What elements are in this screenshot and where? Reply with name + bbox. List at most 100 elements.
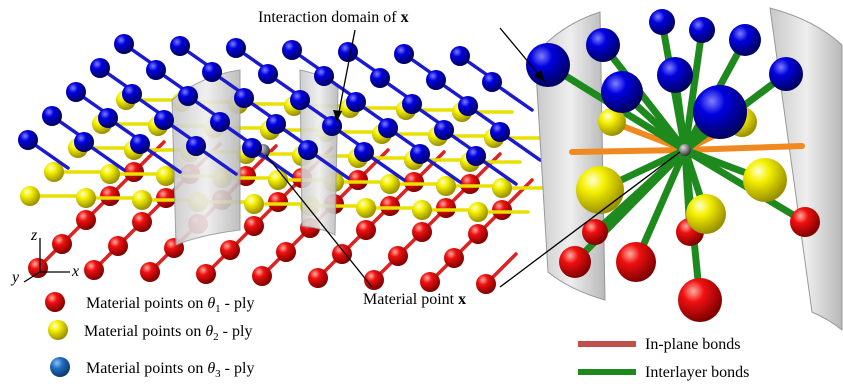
legend-suffix: - ply bbox=[223, 323, 253, 340]
material-point bbox=[450, 46, 470, 66]
legend-suffix: - ply bbox=[225, 360, 255, 377]
material-point bbox=[18, 130, 38, 150]
material-point bbox=[196, 264, 216, 284]
material-point bbox=[616, 242, 656, 282]
material-point bbox=[146, 60, 166, 80]
material-point bbox=[460, 174, 480, 194]
material-point bbox=[468, 202, 488, 222]
material-point bbox=[84, 260, 104, 280]
legend-marker bbox=[48, 320, 68, 340]
annotation: Interaction domain of x bbox=[258, 9, 409, 26]
material-point bbox=[314, 66, 334, 86]
material-point bbox=[140, 262, 160, 282]
legend-symbol: θ bbox=[207, 360, 215, 377]
material-point bbox=[356, 198, 376, 218]
material-point bbox=[354, 142, 374, 162]
material-point bbox=[220, 240, 240, 260]
material-point bbox=[282, 40, 302, 60]
bond bbox=[572, 150, 685, 152]
material-point bbox=[426, 70, 446, 90]
material-point bbox=[90, 58, 110, 78]
material-point bbox=[186, 136, 206, 156]
material-point bbox=[686, 194, 726, 234]
annotation-symbol: x bbox=[401, 9, 409, 26]
legend-symbol: θ bbox=[207, 295, 215, 312]
material-point bbox=[170, 36, 190, 56]
material-point bbox=[252, 266, 272, 286]
material-point bbox=[444, 248, 464, 268]
bond bbox=[685, 146, 802, 150]
legend-entry: Material points on θ2 - ply bbox=[84, 323, 252, 344]
material-point bbox=[412, 200, 432, 220]
annotation-symbol: x bbox=[458, 291, 466, 308]
material-point bbox=[154, 110, 174, 130]
material-point bbox=[559, 246, 591, 278]
page: {"annotations": { "interaction_domain": … bbox=[0, 0, 843, 387]
material-point bbox=[769, 57, 803, 91]
material-point bbox=[436, 198, 456, 218]
annotation-text: Interaction domain of bbox=[258, 9, 397, 26]
material-point bbox=[108, 236, 128, 256]
material-point bbox=[394, 44, 414, 64]
material-point bbox=[378, 118, 398, 138]
material-point bbox=[28, 258, 48, 278]
material-point bbox=[202, 62, 222, 82]
legend-suffix: - ply bbox=[225, 295, 255, 312]
material-point bbox=[476, 274, 496, 294]
material-point bbox=[526, 43, 570, 87]
material-point bbox=[346, 92, 366, 112]
material-point bbox=[466, 146, 486, 166]
material-point bbox=[468, 224, 488, 244]
material-point bbox=[66, 82, 86, 102]
axis-label: z bbox=[30, 227, 38, 244]
zoom-view bbox=[526, 8, 842, 330]
material-point bbox=[42, 106, 62, 126]
material-point bbox=[689, 17, 715, 43]
material-point bbox=[132, 212, 152, 232]
material-point bbox=[298, 140, 318, 160]
material-point bbox=[492, 200, 512, 220]
material-point bbox=[242, 138, 262, 158]
material-point bbox=[114, 34, 134, 54]
legend-symbol: θ bbox=[205, 323, 213, 340]
material-point bbox=[76, 188, 96, 208]
material-point bbox=[348, 170, 368, 190]
legend-entry: Material points on θ3 - ply bbox=[86, 360, 254, 381]
material-point bbox=[130, 134, 150, 154]
material-point bbox=[244, 216, 264, 236]
material-point bbox=[124, 162, 144, 182]
legend-text: Material points on bbox=[86, 295, 203, 312]
material-point bbox=[20, 186, 40, 206]
lattice bbox=[18, 34, 552, 294]
material-point bbox=[410, 144, 430, 164]
material-point bbox=[458, 96, 478, 116]
material-point bbox=[482, 72, 502, 92]
material-point bbox=[266, 114, 286, 134]
figure: Interaction domain of x Material point x… bbox=[0, 0, 843, 387]
material-point bbox=[276, 242, 296, 262]
material-point bbox=[132, 190, 152, 210]
material-point bbox=[178, 86, 198, 106]
material-point bbox=[322, 116, 342, 136]
legend-marker bbox=[50, 357, 70, 377]
axis-label: x bbox=[71, 263, 79, 280]
legend-text: Material points on bbox=[86, 360, 203, 377]
material-point bbox=[332, 244, 352, 264]
annotation-text: Material point bbox=[363, 291, 455, 308]
material-point bbox=[402, 94, 422, 114]
material-point bbox=[356, 220, 376, 240]
legend-label: Interlayer bonds bbox=[645, 364, 749, 381]
material-point bbox=[210, 112, 230, 132]
material-point bbox=[100, 186, 120, 206]
material-point bbox=[729, 24, 761, 56]
material-point bbox=[601, 71, 643, 113]
material-point bbox=[434, 120, 454, 140]
material-point bbox=[226, 38, 246, 58]
material-point bbox=[76, 210, 96, 230]
material-point bbox=[490, 122, 510, 142]
material-point bbox=[156, 188, 176, 208]
material-point bbox=[790, 207, 820, 237]
material-point bbox=[649, 9, 675, 35]
material-point bbox=[380, 196, 400, 216]
material-point bbox=[370, 68, 390, 88]
